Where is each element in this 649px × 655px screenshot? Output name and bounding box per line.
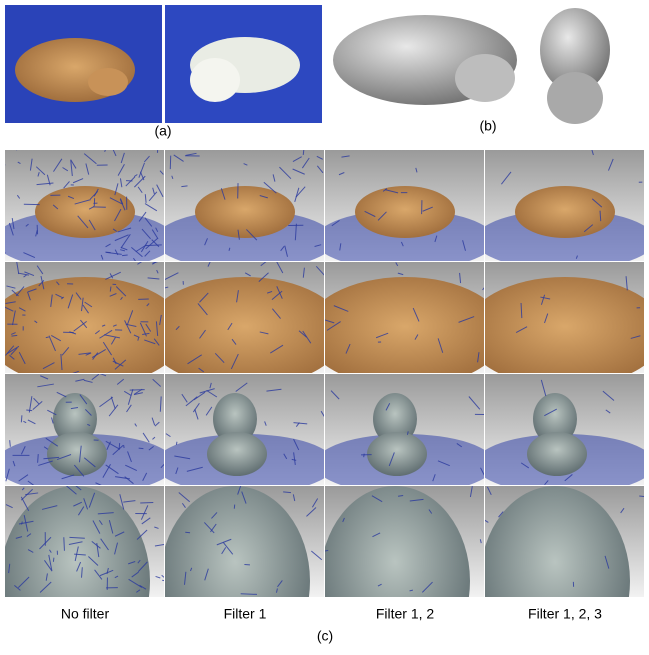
noise xyxy=(12,146,17,150)
result-image xyxy=(315,150,495,270)
result-image xyxy=(475,139,649,270)
result-image xyxy=(0,373,175,494)
column-label: Filter 1, 2, 3 xyxy=(528,606,602,622)
panel-label: (b) xyxy=(479,118,496,134)
object xyxy=(355,186,455,238)
noise xyxy=(38,454,39,463)
noise xyxy=(110,287,111,292)
object xyxy=(367,432,427,476)
column-label: Filter 1 xyxy=(224,606,267,622)
object xyxy=(47,432,107,476)
column-label: No filter xyxy=(61,606,110,622)
noise xyxy=(139,448,144,449)
object xyxy=(527,432,587,476)
result-image xyxy=(0,141,175,271)
result-image xyxy=(145,259,345,387)
result-image xyxy=(465,262,649,387)
result-image xyxy=(155,148,335,270)
noise xyxy=(10,440,11,447)
figure: (a) (b) (c) No filter Filter 1 Filter 1, 2… xyxy=(0,0,649,650)
object xyxy=(35,186,135,238)
noise xyxy=(130,390,145,391)
object xyxy=(195,186,295,238)
result-image xyxy=(475,374,649,494)
result-image xyxy=(305,262,505,387)
result-image xyxy=(160,483,324,650)
object xyxy=(145,277,345,387)
noise xyxy=(119,443,120,450)
panel-label: (a) xyxy=(154,123,171,139)
noise xyxy=(122,255,128,256)
result-grid xyxy=(0,139,649,650)
result-image xyxy=(476,486,648,650)
photo-a xyxy=(5,5,322,123)
noise xyxy=(4,252,5,258)
noise xyxy=(410,590,413,591)
result-image xyxy=(155,374,335,494)
object xyxy=(305,277,505,387)
noise xyxy=(185,532,190,533)
result-image xyxy=(0,484,173,650)
noise xyxy=(364,454,365,458)
result-image xyxy=(320,486,484,650)
noise xyxy=(64,537,65,551)
noise xyxy=(46,337,49,338)
result-image xyxy=(0,257,185,387)
result-image xyxy=(315,374,495,494)
object xyxy=(207,432,267,476)
panel-label: (c) xyxy=(317,628,333,644)
noise xyxy=(3,165,6,167)
noise xyxy=(398,495,403,496)
noise xyxy=(53,558,54,562)
column-label: Filter 1, 2 xyxy=(376,606,435,622)
render-b xyxy=(333,8,610,124)
noise xyxy=(176,442,177,445)
noise xyxy=(21,415,22,422)
noise xyxy=(241,594,257,595)
